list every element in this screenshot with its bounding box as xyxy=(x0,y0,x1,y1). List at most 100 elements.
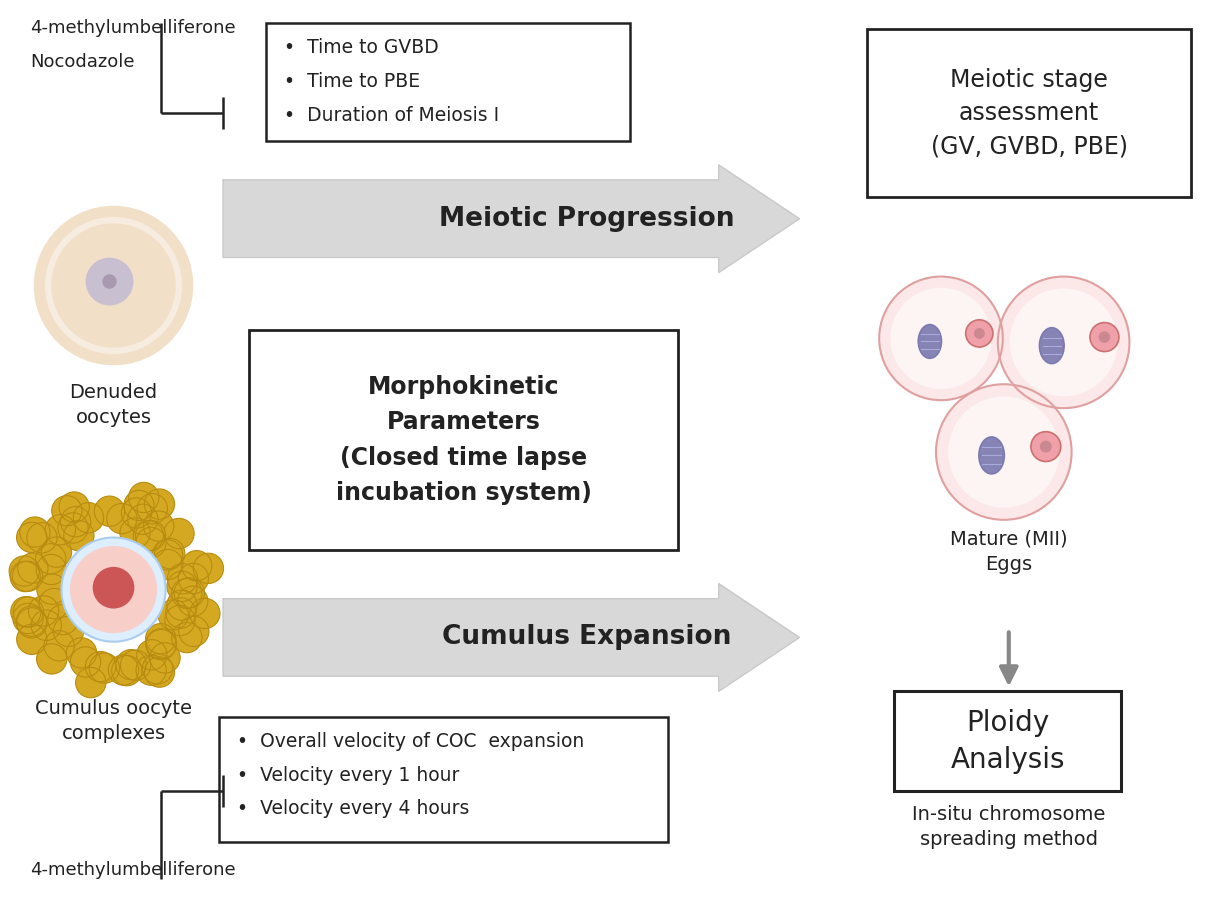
Text: Ploidy
Analysis: Ploidy Analysis xyxy=(950,709,1065,773)
Circle shape xyxy=(150,643,181,673)
Text: Morphokinetic
Parameters
(Closed time lapse
incubation system): Morphokinetic Parameters (Closed time la… xyxy=(336,375,591,505)
Text: Mature (MII)
Eggs: Mature (MII) Eggs xyxy=(950,529,1067,573)
Circle shape xyxy=(165,605,195,636)
Circle shape xyxy=(51,496,82,526)
Ellipse shape xyxy=(918,324,941,358)
Circle shape xyxy=(103,275,117,289)
Circle shape xyxy=(136,520,166,551)
Circle shape xyxy=(16,606,46,637)
Text: Meiotic Progression: Meiotic Progression xyxy=(440,206,735,232)
FancyBboxPatch shape xyxy=(894,692,1121,791)
Text: 4-methylumbelliferone: 4-methylumbelliferone xyxy=(29,19,236,38)
Circle shape xyxy=(167,572,197,602)
Circle shape xyxy=(61,538,166,642)
Circle shape xyxy=(137,639,167,670)
Ellipse shape xyxy=(979,437,1005,474)
Circle shape xyxy=(182,551,211,581)
Text: •  Duration of Meiosis I: • Duration of Meiosis I xyxy=(284,105,499,125)
Circle shape xyxy=(142,654,172,684)
Circle shape xyxy=(61,507,90,537)
Circle shape xyxy=(17,624,46,654)
FancyBboxPatch shape xyxy=(249,331,678,550)
Circle shape xyxy=(1010,289,1117,397)
Circle shape xyxy=(123,490,154,520)
Circle shape xyxy=(164,518,194,549)
Circle shape xyxy=(32,610,61,640)
Circle shape xyxy=(178,563,209,594)
Circle shape xyxy=(35,543,66,574)
Circle shape xyxy=(121,650,150,681)
Circle shape xyxy=(10,562,40,592)
Circle shape xyxy=(1040,441,1051,453)
Circle shape xyxy=(144,511,173,541)
Circle shape xyxy=(9,556,39,586)
Text: •  Overall velocity of COC  expansion: • Overall velocity of COC expansion xyxy=(237,732,585,750)
Circle shape xyxy=(145,624,176,654)
Circle shape xyxy=(193,553,223,583)
Circle shape xyxy=(54,616,84,647)
Circle shape xyxy=(37,574,67,605)
Circle shape xyxy=(974,328,985,339)
Circle shape xyxy=(1090,322,1118,352)
Circle shape xyxy=(48,605,78,635)
Circle shape xyxy=(167,563,198,594)
Circle shape xyxy=(890,288,991,389)
Circle shape xyxy=(178,616,209,647)
Polygon shape xyxy=(223,165,800,273)
Text: •  Time to PBE: • Time to PBE xyxy=(284,71,420,91)
Circle shape xyxy=(63,520,94,551)
Circle shape xyxy=(109,655,139,685)
Circle shape xyxy=(44,630,74,661)
Circle shape xyxy=(153,540,183,570)
Circle shape xyxy=(128,504,158,534)
Text: •  Velocity every 4 hours: • Velocity every 4 hours xyxy=(237,800,470,818)
Circle shape xyxy=(147,628,177,659)
Circle shape xyxy=(116,649,147,680)
Circle shape xyxy=(76,668,106,698)
Circle shape xyxy=(175,578,204,608)
Circle shape xyxy=(42,537,72,567)
Circle shape xyxy=(71,647,100,677)
Circle shape xyxy=(39,588,70,618)
Circle shape xyxy=(1099,332,1110,343)
Circle shape xyxy=(172,623,201,653)
Text: •  Velocity every 1 hour: • Velocity every 1 hour xyxy=(237,766,459,784)
Circle shape xyxy=(93,567,134,608)
Circle shape xyxy=(998,277,1129,409)
Circle shape xyxy=(166,598,197,628)
Circle shape xyxy=(966,320,993,347)
Circle shape xyxy=(45,217,182,354)
Text: In-situ chromosome
spreading method: In-situ chromosome spreading method xyxy=(912,805,1105,849)
Circle shape xyxy=(158,600,188,630)
Text: Denuded
oocytes: Denuded oocytes xyxy=(70,383,158,427)
Circle shape xyxy=(949,397,1060,507)
Circle shape xyxy=(51,224,176,348)
Circle shape xyxy=(73,503,104,533)
Circle shape xyxy=(879,277,1002,400)
Text: •  Time to GVBD: • Time to GVBD xyxy=(284,38,438,57)
Circle shape xyxy=(144,657,175,687)
Circle shape xyxy=(937,384,1072,519)
Text: Cumulus oocyte
complexes: Cumulus oocyte complexes xyxy=(35,699,192,743)
Ellipse shape xyxy=(1039,328,1065,364)
Circle shape xyxy=(45,515,76,545)
Circle shape xyxy=(17,522,46,552)
Circle shape xyxy=(34,206,193,365)
Circle shape xyxy=(172,578,201,608)
Circle shape xyxy=(11,596,42,627)
Circle shape xyxy=(128,483,159,513)
Circle shape xyxy=(1031,431,1061,462)
Circle shape xyxy=(13,597,44,627)
Circle shape xyxy=(85,651,116,682)
Circle shape xyxy=(189,598,220,628)
Circle shape xyxy=(37,554,66,584)
Circle shape xyxy=(136,655,166,685)
Circle shape xyxy=(89,653,120,683)
Circle shape xyxy=(66,638,96,668)
Circle shape xyxy=(121,497,151,529)
Circle shape xyxy=(137,494,167,524)
Circle shape xyxy=(59,492,89,522)
Circle shape xyxy=(37,644,67,674)
FancyBboxPatch shape xyxy=(220,717,668,842)
Polygon shape xyxy=(223,583,800,692)
